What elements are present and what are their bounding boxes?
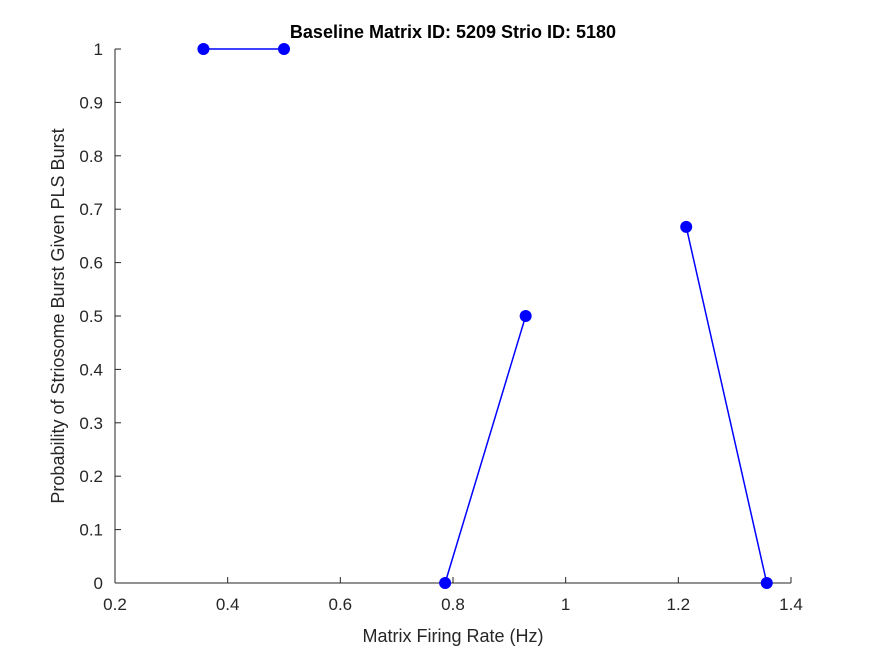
y-ticks: 0 0.1 0.2 0.3 0.4 0.5 0.6 0.7 0.8 0.9 1 — [79, 40, 121, 593]
y-axis-label: Probability of Striosome Burst Given PLS… — [48, 128, 68, 503]
x-tick-label: 0.4 — [216, 595, 240, 614]
data-point — [519, 310, 532, 322]
data-series — [197, 43, 773, 589]
series-line-segment — [685, 226, 768, 584]
y-tick-label: 0 — [94, 574, 103, 593]
chart-title: Baseline Matrix ID: 5209 Strio ID: 5180 — [290, 22, 616, 42]
x-tick-label: 1.4 — [779, 595, 803, 614]
y-tick-label: 0.6 — [79, 254, 103, 273]
x-tick-label: 1 — [561, 595, 570, 614]
data-point — [278, 43, 290, 55]
series-line-segment — [444, 315, 527, 584]
x-tick-label: 1.2 — [667, 595, 691, 614]
x-tick-label: 0.8 — [441, 595, 465, 614]
x-tick-label: 0.6 — [329, 595, 353, 614]
x-tick-label: 0.2 — [103, 595, 127, 614]
y-tick-label: 0.8 — [79, 147, 103, 166]
y-tick-label: 1 — [94, 40, 103, 59]
data-point — [760, 577, 773, 589]
data-point — [197, 43, 210, 55]
x-ticks: 0.2 0.4 0.6 0.8 1 1.2 1.4 — [103, 577, 803, 614]
data-point — [680, 220, 693, 233]
y-tick-label: 0.9 — [79, 93, 103, 112]
y-tick-label: 0.3 — [79, 414, 103, 433]
y-tick-label: 0.4 — [79, 360, 103, 379]
y-tick-label: 0.7 — [79, 200, 103, 219]
x-axis-label: Matrix Firing Rate (Hz) — [362, 626, 543, 646]
y-tick-label: 0.1 — [79, 521, 103, 540]
y-tick-label: 0.5 — [79, 307, 103, 326]
data-point — [439, 577, 452, 589]
plot-axes: 0.2 0.4 0.6 0.8 1 1.2 1.4 00.10.20.30.40.50.60… — [79, 40, 802, 614]
y-tick-label: 0.2 — [79, 467, 103, 486]
